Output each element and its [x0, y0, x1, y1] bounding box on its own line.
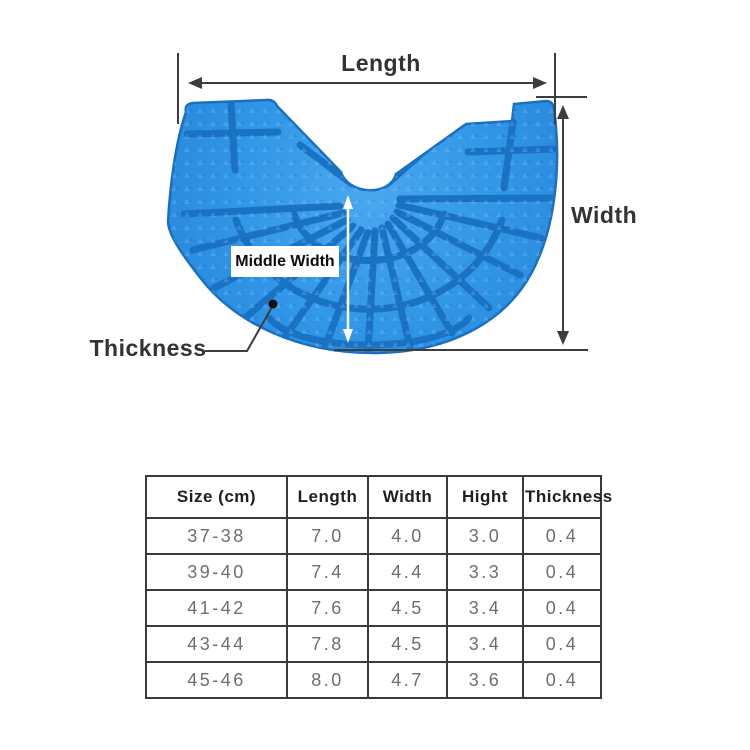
cell-size: 45-46 — [145, 661, 288, 699]
middle-width-label: Middle Width — [231, 246, 339, 277]
length-arrowhead-right — [533, 77, 547, 89]
cell-width: 4.7 — [367, 661, 448, 699]
length-arrowhead-left — [188, 77, 202, 89]
width-arrowhead-bottom — [557, 331, 569, 345]
width-dimension — [334, 96, 588, 351]
table-row: 43-44 7.8 4.5 3.4 0.4 — [145, 625, 602, 663]
cell-thickness: 0.4 — [522, 625, 602, 663]
tread-texture — [168, 99, 558, 353]
cell-size: 43-44 — [145, 625, 288, 663]
header-size: Size (cm) — [145, 475, 288, 519]
width-arrowhead-top — [557, 105, 569, 119]
cell-length: 7.0 — [286, 517, 369, 555]
size-spec-table: Size (cm) Length Width Hight Thickness 3… — [145, 475, 612, 699]
cell-length: 8.0 — [286, 661, 369, 699]
cell-width: 4.4 — [367, 553, 448, 591]
thickness-dot — [268, 299, 278, 309]
cell-length: 7.6 — [286, 589, 369, 627]
thickness-label: Thickness — [89, 335, 207, 361]
table-row: 41-42 7.6 4.5 3.4 0.4 — [145, 589, 602, 627]
header-width: Width — [367, 475, 448, 519]
thickness-leader-line — [205, 306, 273, 352]
cell-width: 4.0 — [367, 517, 448, 555]
thickness-leader — [205, 299, 278, 352]
cell-hight: 3.4 — [446, 625, 524, 663]
cell-size: 37-38 — [145, 517, 288, 555]
cell-hight: 3.0 — [446, 517, 524, 555]
cell-thickness: 0.4 — [522, 517, 602, 555]
table-header-row: Size (cm) Length Width Hight Thickness — [145, 475, 612, 519]
cell-hight: 3.3 — [446, 553, 524, 591]
dimension-diagram: Length Width Middle Width Thickness — [89, 50, 638, 361]
cell-size: 39-40 — [145, 553, 288, 591]
cell-hight: 3.6 — [446, 661, 524, 699]
cell-hight: 3.4 — [446, 589, 524, 627]
length-label: Length — [341, 50, 421, 76]
cell-thickness: 0.4 — [522, 661, 602, 699]
width-label: Width — [571, 202, 638, 228]
table-row: 45-46 8.0 4.7 3.6 0.4 — [145, 661, 602, 699]
cell-length: 7.4 — [286, 553, 369, 591]
heel-pad-shape — [166, 98, 559, 355]
middle-width-arrowhead-bottom — [343, 329, 353, 343]
table-row: 37-38 7.0 4.0 3.0 0.4 — [145, 517, 602, 555]
header-thickness: Thickness — [522, 475, 612, 519]
cell-width: 4.5 — [367, 589, 448, 627]
length-dimension — [177, 53, 556, 124]
cell-thickness: 0.4 — [522, 553, 602, 591]
header-length: Length — [286, 475, 369, 519]
header-hight: Hight — [446, 475, 524, 519]
middle-width-dimension — [343, 195, 353, 343]
middle-width-arrowhead-top — [343, 195, 353, 209]
cell-thickness: 0.4 — [522, 589, 602, 627]
table-row: 39-40 7.4 4.4 3.3 0.4 — [145, 553, 602, 591]
cell-width: 4.5 — [367, 625, 448, 663]
cell-length: 7.8 — [286, 625, 369, 663]
cell-size: 41-42 — [145, 589, 288, 627]
